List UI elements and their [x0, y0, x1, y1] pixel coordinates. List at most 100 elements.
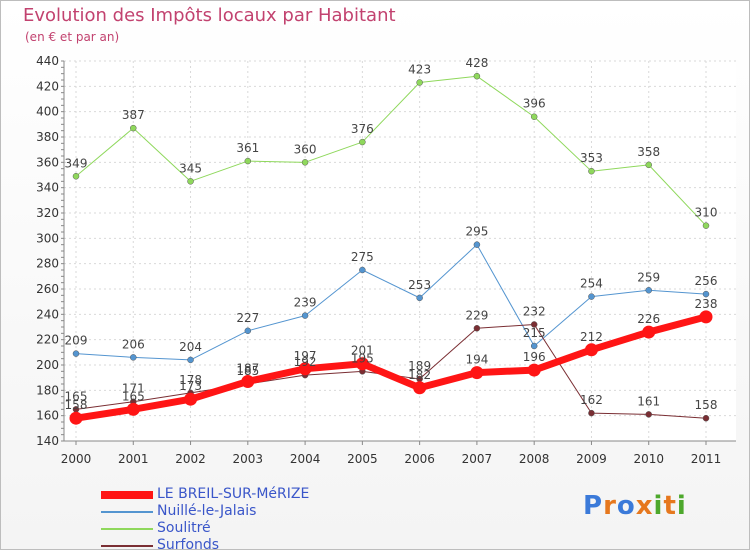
data-label: 275	[351, 250, 374, 264]
chart-title: Evolution des Impôts locaux par Habitant	[23, 5, 396, 26]
legend-swatch	[101, 491, 153, 499]
x-tick-label: 2001	[118, 452, 149, 466]
data-label: 197	[294, 349, 317, 363]
data-point	[699, 310, 713, 324]
data-point	[244, 157, 252, 165]
data-label: 158	[695, 398, 718, 412]
y-tick-label: 320	[36, 206, 59, 220]
logo-letter: x	[635, 491, 654, 521]
data-point	[530, 321, 538, 328]
series-line	[75, 244, 707, 361]
data-point	[645, 411, 652, 418]
data-label: 387	[122, 108, 145, 122]
x-tick-label: 2011	[691, 452, 722, 466]
logo-letter: i	[653, 491, 664, 521]
data-label: 361	[236, 141, 259, 155]
data-label: 165	[122, 389, 145, 403]
data-point	[645, 161, 652, 169]
legend-label: Surfonds	[157, 537, 220, 553]
data-point	[187, 356, 194, 364]
y-tick-label: 260	[36, 282, 59, 296]
data-label: 349	[65, 156, 88, 170]
data-point	[473, 325, 481, 332]
y-tick-label: 440	[36, 54, 59, 68]
data-label: 256	[695, 274, 718, 288]
data-point	[416, 79, 423, 86]
x-tick-label: 2005	[347, 452, 378, 466]
data-point	[527, 363, 541, 377]
data-label: 195	[351, 351, 374, 365]
data-point	[473, 72, 481, 80]
data-label: 226	[637, 312, 660, 326]
data-point	[130, 354, 137, 361]
data-point	[645, 287, 652, 294]
data-point	[126, 402, 140, 416]
data-point	[69, 411, 83, 425]
data-label: 187	[236, 361, 259, 375]
legend-swatch	[101, 528, 153, 530]
y-tick-label: 300	[36, 231, 59, 245]
data-label: 238	[695, 297, 718, 311]
data-point	[702, 414, 710, 422]
plot-area	[64, 61, 736, 441]
legend-swatch	[101, 545, 153, 547]
y-tick-label: 280	[36, 257, 59, 271]
data-label: 162	[580, 393, 603, 407]
data-point	[530, 342, 538, 350]
data-label: 161	[637, 394, 660, 408]
y-tick-label: 160	[36, 409, 59, 423]
data-label: 253	[408, 278, 431, 292]
line-chart: 140 160 180 200 220 240 260 280 300 320 340 360 380 4…	[36, 54, 736, 466]
y-tick-label: 240	[36, 307, 59, 321]
data-label: 204	[179, 340, 202, 354]
logo-letter: i	[676, 491, 687, 521]
chart-subtitle: (en € et par an)	[25, 30, 120, 44]
legend-label: Soulitré	[157, 520, 211, 536]
data-label: 396	[523, 97, 546, 111]
data-point	[244, 327, 252, 335]
y-tick-label: 420	[36, 79, 59, 93]
data-label: 353	[580, 151, 603, 165]
data-point	[473, 241, 481, 248]
y-tick-label: 220	[36, 333, 59, 347]
y-tick-label: 400	[36, 105, 59, 119]
data-point	[588, 409, 595, 417]
data-label: 428	[465, 56, 488, 70]
logo-letter: P	[583, 491, 604, 521]
data-label: 358	[637, 145, 660, 159]
data-label: 201	[351, 344, 374, 358]
x-tick-label: 2007	[462, 452, 493, 466]
y-tick-label: 360	[36, 155, 59, 169]
data-point	[642, 325, 656, 339]
data-point	[584, 343, 598, 357]
x-tick-label: 2004	[290, 452, 321, 466]
data-label: 212	[580, 330, 603, 344]
data-label: 232	[523, 304, 546, 318]
data-label: 182	[408, 368, 431, 382]
data-label: 360	[294, 142, 317, 156]
data-point	[588, 293, 595, 300]
series-line	[75, 75, 707, 227]
logo-letter: o	[616, 491, 636, 521]
data-label: 227	[236, 311, 259, 325]
data-label: 171	[122, 382, 145, 396]
data-label: 194	[465, 353, 488, 367]
data-point	[470, 366, 484, 380]
data-point	[301, 159, 309, 166]
data-label: 209	[65, 334, 88, 348]
data-point	[355, 357, 369, 371]
data-label: 165	[65, 389, 88, 403]
data-label: 192	[294, 355, 317, 369]
x-tick-label: 2003	[233, 452, 264, 466]
data-point	[72, 350, 80, 357]
data-point	[130, 124, 137, 132]
logo-letter: r	[603, 491, 617, 521]
logo-letter: t	[663, 491, 677, 521]
data-point	[298, 362, 312, 376]
data-label: 423	[408, 63, 431, 77]
x-tick-label: 2002	[175, 452, 206, 466]
data-point	[301, 312, 309, 319]
x-tick-label: 2006	[404, 452, 435, 466]
data-label: 310	[695, 206, 718, 220]
